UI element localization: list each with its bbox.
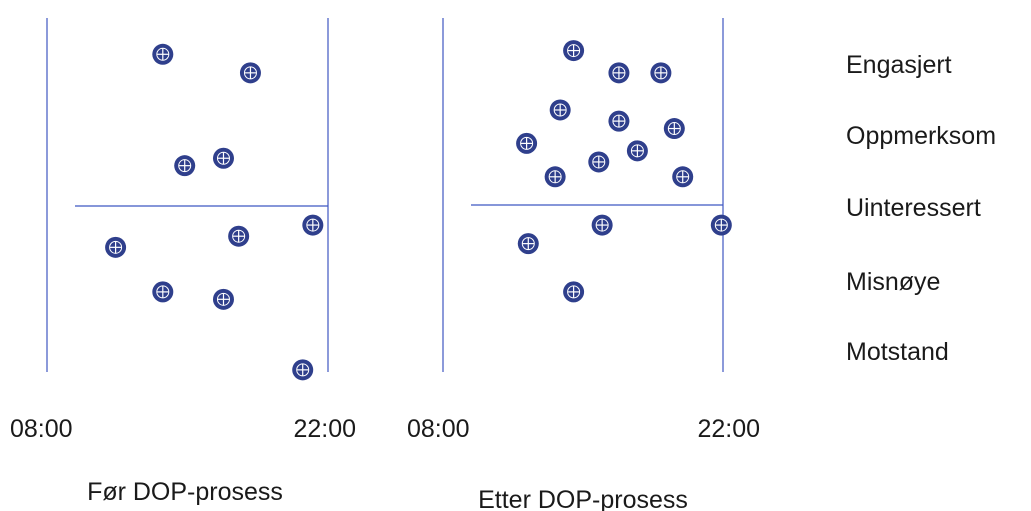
data-point xyxy=(672,166,693,187)
data-point xyxy=(608,111,629,132)
y-category-label: Misnøye xyxy=(846,268,940,296)
data-point xyxy=(240,62,261,83)
data-point xyxy=(105,237,126,258)
data-point xyxy=(608,62,629,83)
x-tick-label: 22:00 xyxy=(293,415,356,443)
category-labels: Engasjert Oppmerksom Uinteressert Misnøye Mo… xyxy=(846,51,996,366)
panel-label: Før DOP-prosess xyxy=(87,478,283,506)
panel-after: 08:00 22:00 Etter DOP-prosess xyxy=(407,18,760,511)
x-tick-label: 08:00 xyxy=(407,415,470,443)
data-point xyxy=(152,44,173,65)
data-point xyxy=(664,118,685,139)
x-tick-label: 22:00 xyxy=(697,415,760,443)
data-point xyxy=(518,233,539,254)
data-point xyxy=(711,215,732,236)
data-point xyxy=(516,133,537,154)
data-point xyxy=(592,215,613,236)
panel-label: Etter DOP-prosess xyxy=(478,486,688,511)
data-point xyxy=(627,140,648,161)
panel-before: 08:00 22:00 Før DOP-prosess xyxy=(10,18,356,506)
y-category-label: Uinteressert xyxy=(846,194,981,222)
data-point xyxy=(292,359,313,380)
y-category-label: Oppmerksom xyxy=(846,122,996,150)
data-point xyxy=(228,226,249,247)
data-point xyxy=(152,281,173,302)
data-point xyxy=(174,155,195,176)
data-point xyxy=(588,151,609,172)
y-category-label: Motstand xyxy=(846,338,949,366)
x-tick-label: 08:00 xyxy=(10,415,73,443)
data-point xyxy=(213,289,234,310)
data-point xyxy=(302,215,323,236)
data-point xyxy=(213,148,234,169)
data-point xyxy=(563,281,584,302)
data-point xyxy=(550,99,571,120)
y-category-label: Engasjert xyxy=(846,51,952,79)
data-point xyxy=(563,40,584,61)
data-point xyxy=(650,62,671,83)
data-point xyxy=(545,166,566,187)
